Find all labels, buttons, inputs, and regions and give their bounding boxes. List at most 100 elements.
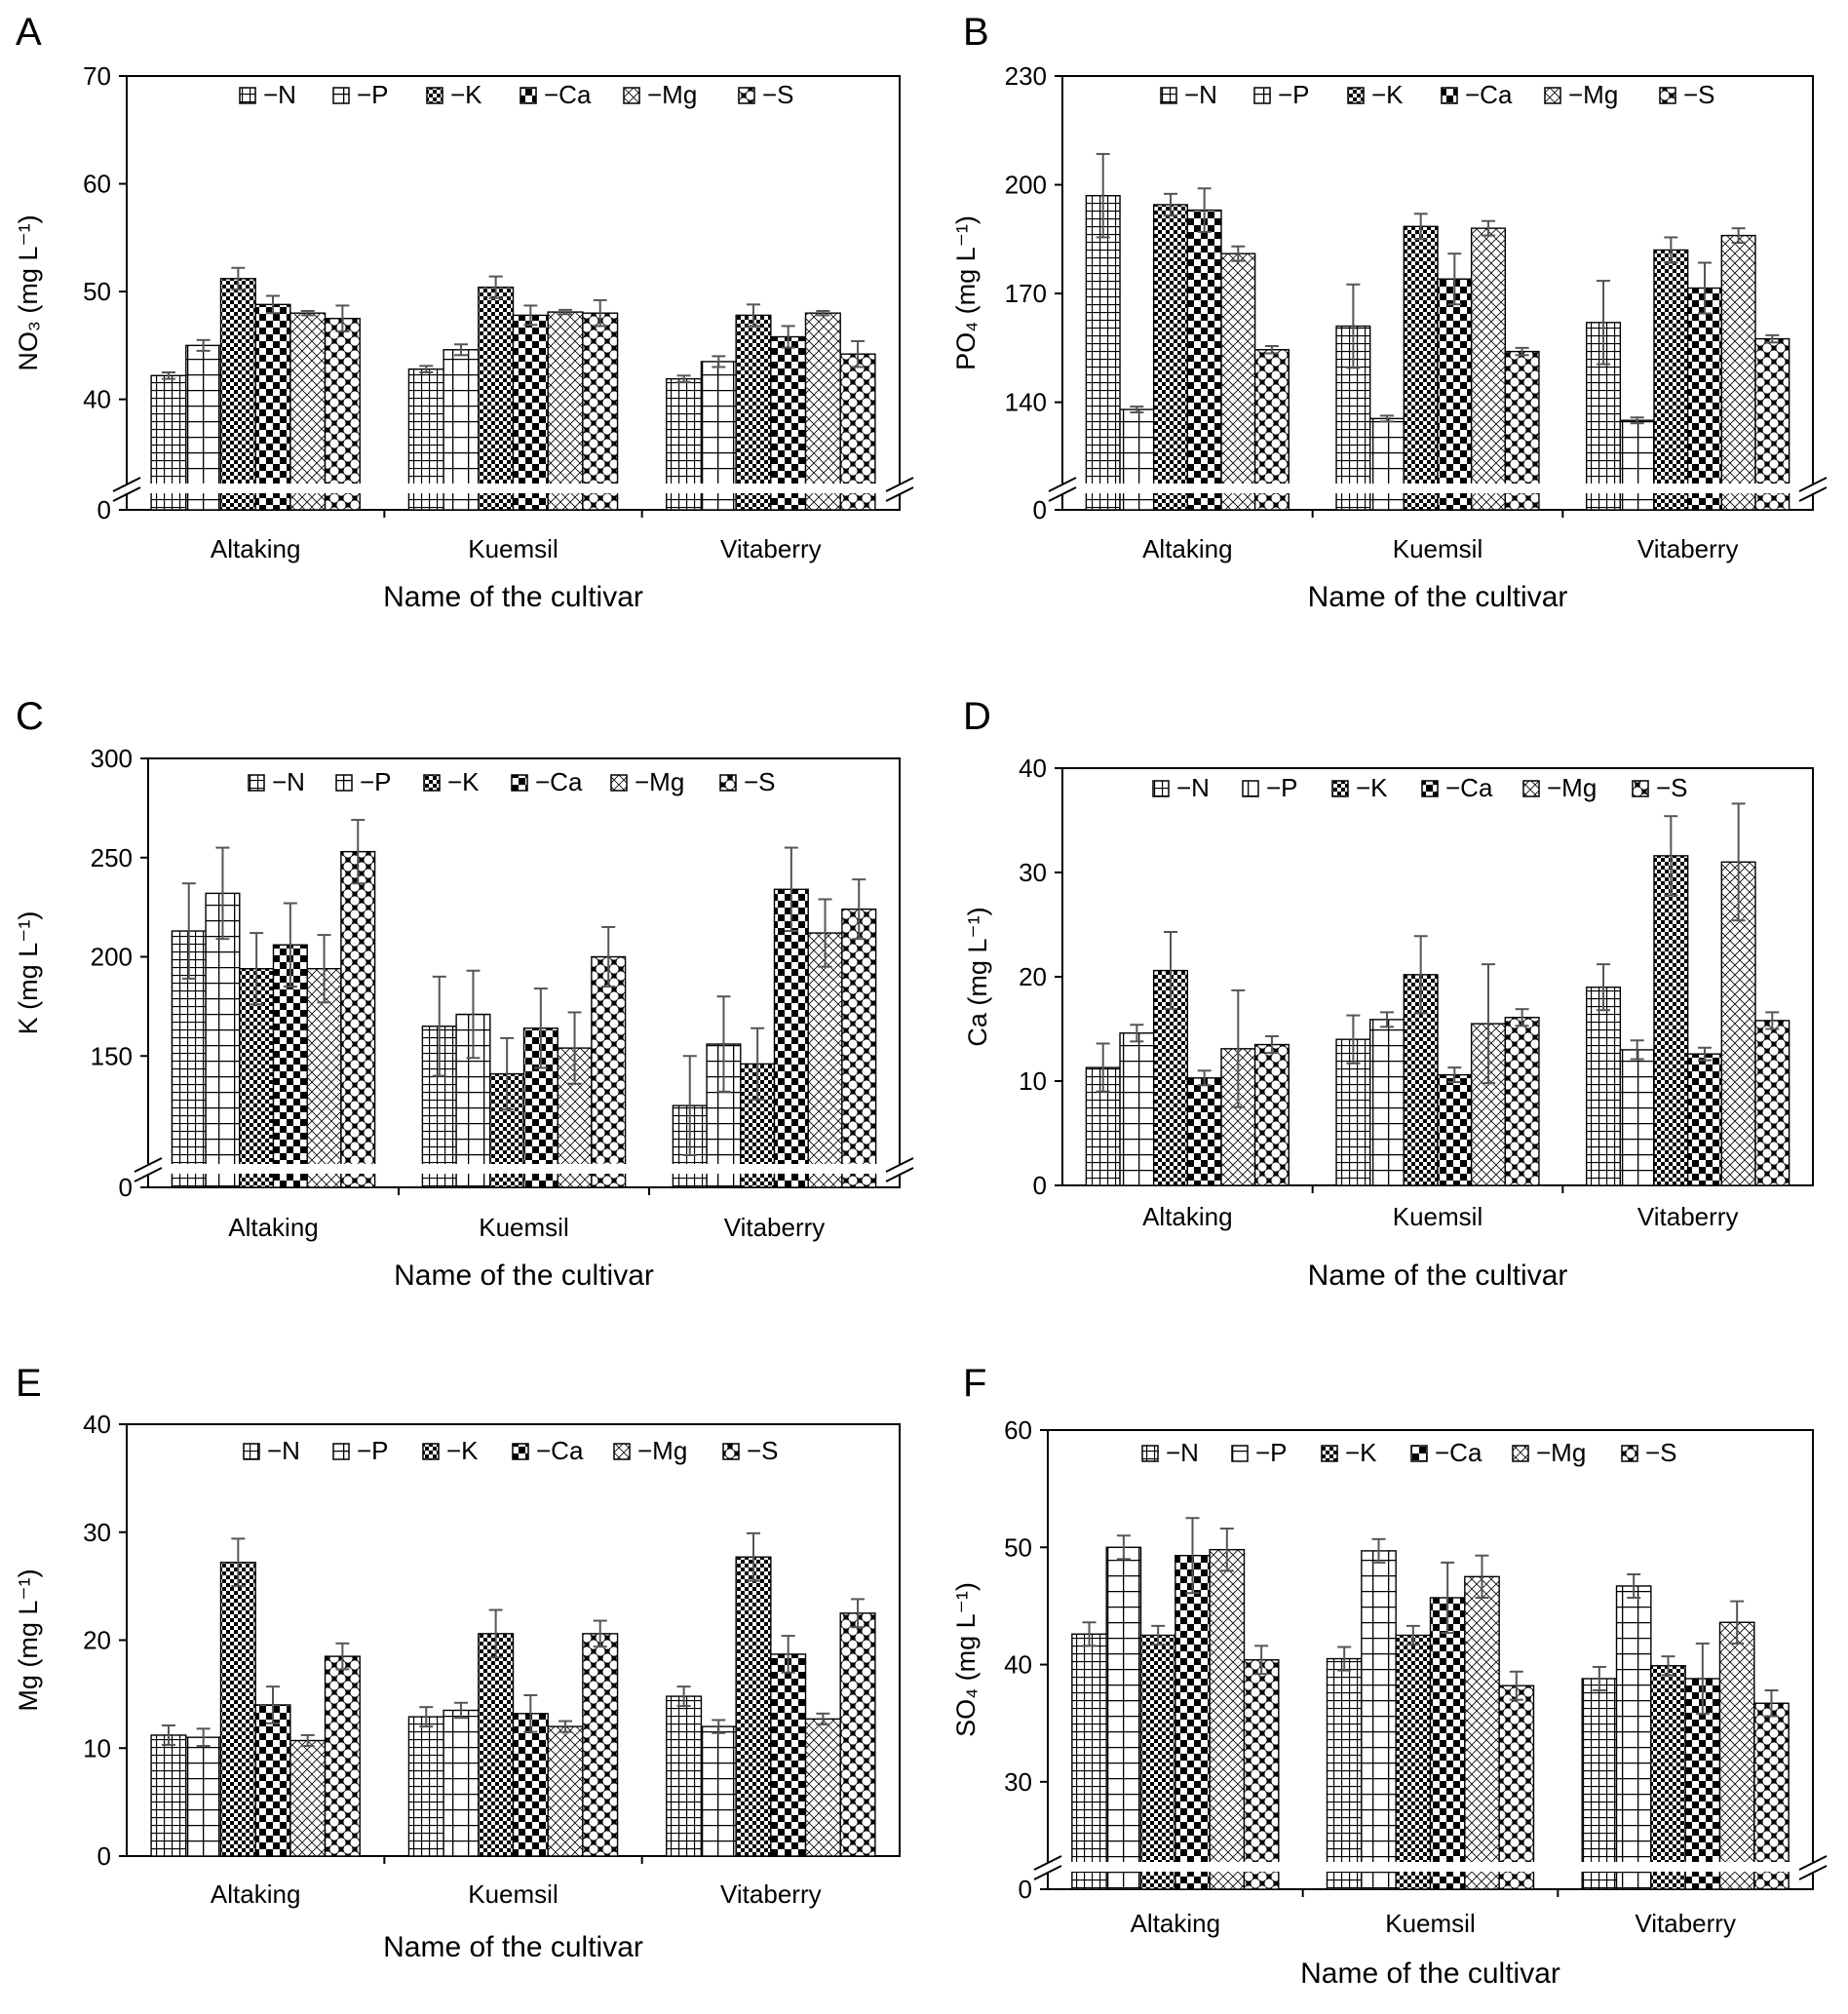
- bar: [582, 312, 619, 511]
- y-tick-label: 30: [1019, 858, 1047, 887]
- bar: [1361, 1550, 1397, 1890]
- legend-swatch: [248, 774, 265, 792]
- bar: [1718, 1621, 1755, 1890]
- bar: [804, 1718, 841, 1857]
- axis-break-mark: [885, 486, 914, 502]
- y-tick-label: 200: [91, 943, 133, 972]
- y-tick-label: 0: [119, 1173, 133, 1202]
- axis-break-mark: [1033, 1865, 1062, 1880]
- y-axis-title: K (mg L⁻¹): [14, 911, 43, 1035]
- bar: [1209, 1548, 1246, 1890]
- bar: [443, 349, 480, 511]
- y-tick-label: 0: [97, 495, 111, 524]
- bar: [1119, 408, 1155, 511]
- bar: [150, 1734, 187, 1857]
- axis-break-gap: [113, 484, 913, 493]
- bar: [219, 1562, 256, 1857]
- legend-label: −K: [1345, 1438, 1377, 1467]
- bar: [443, 1709, 480, 1857]
- y-tick-label: 140: [1005, 388, 1047, 417]
- bar: [185, 344, 222, 511]
- bar: [1186, 209, 1222, 511]
- y-tick-label: 40: [1004, 1650, 1032, 1680]
- legend-label: −Ca: [536, 1436, 584, 1465]
- x-axis-title: Name of the cultivar: [1308, 1259, 1568, 1292]
- y-tick-label: 30: [1004, 1767, 1032, 1797]
- panel-b: B 0 140 170 200 230 Altaking Kuemsil Vitaberry Na…: [951, 11, 1828, 613]
- bar: [582, 1633, 619, 1857]
- bar: [1243, 1659, 1280, 1890]
- bar: [478, 286, 515, 511]
- panel-f: F 0 30 40 50 60 Altaking Kuemsil Vitaberry Name o…: [951, 1362, 1828, 1990]
- y-tick-label: 60: [83, 170, 111, 199]
- legend-swatch: [1141, 1445, 1159, 1462]
- x-axis-title: Name of the cultivar: [1308, 581, 1568, 613]
- bar: [478, 1633, 515, 1857]
- legend-swatch: [332, 87, 350, 104]
- axis-break-mark: [885, 477, 914, 492]
- x-tick-label: Vitaberry: [720, 534, 822, 563]
- legend-swatch: [1410, 1445, 1428, 1462]
- legend-label: −S: [747, 1436, 779, 1465]
- bar: [547, 311, 584, 511]
- legend-label: −Mg: [1568, 80, 1618, 109]
- legend-label: −P: [360, 767, 392, 796]
- legend-swatch: [1544, 87, 1561, 104]
- bar: [1619, 1049, 1655, 1186]
- bar: [1619, 419, 1655, 511]
- y-axis-title: SO₄ (mg L⁻¹): [951, 1582, 981, 1737]
- bar: [512, 314, 549, 511]
- x-axis-title: Name of the cultivar: [383, 1931, 643, 1963]
- axis-break-mark: [134, 1157, 163, 1173]
- x-tick-label: Vitaberry: [1637, 1202, 1739, 1231]
- x-axis-title: Name of the cultivar: [1300, 1957, 1560, 1990]
- bar: [289, 312, 327, 511]
- axis-break-mark: [885, 1157, 914, 1173]
- x-tick-label: Kuemsil: [468, 1879, 558, 1909]
- legend-swatch: [335, 774, 353, 792]
- y-tick-label: 0: [1033, 1171, 1047, 1200]
- y-tick-label: 20: [83, 1626, 111, 1655]
- bar: [773, 888, 809, 1188]
- legend-label: −S: [1683, 80, 1715, 109]
- bar: [254, 303, 291, 511]
- bar: [804, 312, 841, 511]
- legend-label: −Ca: [544, 80, 592, 109]
- y-tick-label: 30: [83, 1518, 111, 1547]
- legend-swatch: [738, 87, 755, 104]
- bar: [1085, 194, 1121, 511]
- axis-break-mark: [885, 1167, 914, 1182]
- y-tick-label: 50: [1004, 1532, 1032, 1562]
- bar: [1403, 225, 1439, 511]
- axis-break-mark: [1048, 486, 1077, 502]
- axis-break-mark: [134, 1167, 163, 1182]
- legend-label: −Ca: [1435, 1438, 1482, 1467]
- legend-swatch: [1152, 780, 1170, 797]
- legend-swatch: [1522, 780, 1540, 797]
- panel-d: D 0 10 20 30 40 Altaking Kuemsil Vitaberry Name o…: [963, 695, 1814, 1292]
- y-tick-label: 40: [1019, 754, 1047, 783]
- bar: [1174, 1554, 1211, 1890]
- y-tick-label: 250: [91, 843, 133, 872]
- legend-label: −S: [1656, 773, 1688, 802]
- x-tick-label: Vitaberry: [720, 1879, 822, 1909]
- axis-break-gap: [1049, 484, 1827, 493]
- legend-label: −K: [446, 1436, 479, 1465]
- y-tick-label: 300: [91, 744, 133, 773]
- legend-label: −N: [263, 80, 296, 109]
- bar: [1139, 1634, 1176, 1890]
- y-axis-title: NO₃ (mg L⁻¹): [14, 214, 43, 370]
- bar: [1368, 417, 1405, 511]
- axis-break-gap: [135, 1164, 913, 1174]
- y-tick-label: 60: [1004, 1415, 1032, 1445]
- y-tick-label: 40: [83, 385, 111, 414]
- legend-swatch: [512, 1443, 529, 1460]
- legend-swatch: [719, 774, 737, 792]
- legend-swatch: [1231, 1445, 1249, 1462]
- legend-swatch: [332, 1443, 350, 1460]
- bar: [1720, 234, 1756, 511]
- x-axis-title: Name of the cultivar: [394, 1259, 654, 1292]
- x-tick-label: Altaking: [1142, 534, 1233, 563]
- bar: [1395, 1634, 1432, 1890]
- legend-label: −Ca: [1445, 773, 1493, 802]
